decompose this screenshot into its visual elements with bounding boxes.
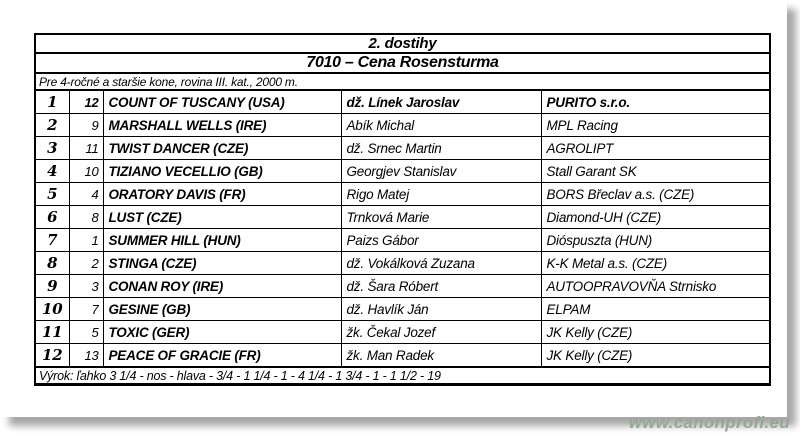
start-number-cell: 9: [68, 113, 104, 137]
jockey-cell: dž. Vokálková Zuzana: [340, 251, 542, 275]
owner-cell: K-K Metal a.s. (CZE): [540, 251, 772, 275]
result-row: 1 12 COUNT OF TUSCANY (USA) dž. Línek Ja…: [34, 89, 772, 114]
position-cell: 10: [34, 297, 70, 321]
result-row: 10 7 GESINE (GB) dž. Havlík Ján ELPAM: [34, 297, 772, 321]
start-number-cell: 2: [68, 251, 104, 275]
result-row: 2 9 MARSHALL WELLS (IRE) Abík Michal MPL…: [34, 113, 772, 137]
jockey-cell: dž. Havlík Ján: [340, 297, 542, 321]
horse-cell: PEACE OF GRACIE (FR): [102, 343, 342, 368]
owner-cell: AUTOOPRAVOVŇA Strnisko: [540, 274, 772, 298]
horse-cell: COUNT OF TUSCANY (USA): [102, 89, 342, 114]
position-cell: 12: [34, 343, 70, 368]
horse-cell: STINGA (CZE): [102, 251, 342, 275]
position-cell: 11: [34, 320, 70, 344]
owner-cell: ELPAM: [540, 297, 772, 321]
jockey-cell: žk. Čekal Jozef: [340, 320, 542, 344]
start-number-cell: 11: [68, 136, 104, 160]
position-cell: 2: [34, 113, 70, 137]
horse-cell: ORATORY DAVIS (FR): [102, 182, 342, 206]
race-table-header: 2. dostihy 7010 – Cena Rosensturma Pre 4…: [33, 33, 772, 91]
result-row: 4 10 TIZIANO VECELLIO (GB) Georgjev Stan…: [34, 159, 772, 183]
race-results-table: 2. dostihy 7010 – Cena Rosensturma Pre 4…: [33, 33, 772, 386]
horse-cell: GESINE (GB): [102, 297, 342, 321]
race-conditions-row: Pre 4-ročné a staršie kone, rovina III. …: [33, 72, 772, 91]
position-cell: 7: [34, 228, 70, 252]
jockey-cell: dž. Línek Jaroslav: [340, 89, 542, 114]
race-name-title: 7010 – Cena Rosensturma: [33, 52, 772, 74]
jockey-cell: dž. Srnec Martin: [340, 136, 542, 160]
owner-cell: JK Kelly (CZE): [540, 343, 772, 368]
results-sheet-page: 2. dostihy 7010 – Cena Rosensturma Pre 4…: [33, 33, 772, 386]
result-row: 12 13 PEACE OF GRACIE (FR) žk. Man Radek…: [34, 343, 772, 368]
position-cell: 6: [34, 205, 70, 229]
owner-cell: JK Kelly (CZE): [540, 320, 772, 344]
race-table-footer: Výrok: ľahko 3 1/4 - nos - hlava - 3/4 -…: [33, 366, 772, 386]
start-number-cell: 3: [68, 274, 104, 298]
horse-cell: TWIST DANCER (CZE): [102, 136, 342, 160]
race-number-row: 2. dostihy: [33, 33, 772, 54]
position-cell: 8: [34, 251, 70, 275]
jockey-cell: Rigo Matej: [340, 182, 542, 206]
result-row: 7 1 SUMMER HILL (HUN) Paizs Gábor Dióspu…: [34, 228, 772, 252]
jockey-cell: Trnková Marie: [340, 205, 542, 229]
horse-cell: SUMMER HILL (HUN): [102, 228, 342, 252]
start-number-cell: 12: [68, 89, 104, 114]
owner-cell: AGROLIPT: [540, 136, 772, 160]
start-number-cell: 7: [68, 297, 104, 321]
position-cell: 1: [34, 89, 70, 114]
verdict-line: Výrok: ľahko 3 1/4 - nos - hlava - 3/4 -…: [33, 366, 772, 386]
jockey-cell: Georgjev Stanislav: [340, 159, 542, 183]
jockey-cell: Abík Michal: [340, 113, 542, 137]
race-conditions: Pre 4-ročné a staršie kone, rovina III. …: [33, 72, 772, 91]
result-row: 8 2 STINGA (CZE) dž. Vokálková Zuzana K-…: [34, 251, 772, 275]
result-row: 6 8 LUST (CZE) Trnková Marie Diamond-UH …: [34, 205, 772, 229]
horse-cell: CONAN ROY (IRE): [102, 274, 342, 298]
jockey-cell: dž. Šara Róbert: [340, 274, 542, 298]
start-number-cell: 10: [68, 159, 104, 183]
horse-cell: LUST (CZE): [102, 205, 342, 229]
verdict-row: Výrok: ľahko 3 1/4 - nos - hlava - 3/4 -…: [33, 366, 772, 386]
owner-cell: Dióspuszta (HUN): [540, 228, 772, 252]
position-cell: 4: [34, 159, 70, 183]
start-number-cell: 13: [68, 343, 104, 368]
position-cell: 9: [34, 274, 70, 298]
race-number-title: 2. dostihy: [33, 33, 772, 54]
result-row: 3 11 TWIST DANCER (CZE) dž. Srnec Martin…: [34, 136, 772, 160]
jockey-cell: žk. Man Radek: [340, 343, 542, 368]
watermark-url: www.canonprofi.eu: [628, 413, 790, 432]
owner-cell: Stall Garant SK: [540, 159, 772, 183]
result-row: 11 5 TOXIC (GER) žk. Čekal Jozef JK Kell…: [34, 320, 772, 344]
owner-cell: MPL Racing: [540, 113, 772, 137]
horse-cell: MARSHALL WELLS (IRE): [102, 113, 342, 137]
position-cell: 5: [34, 182, 70, 206]
result-row: 9 3 CONAN ROY (IRE) dž. Šara Róbert AUTO…: [34, 274, 772, 298]
race-name-row: 7010 – Cena Rosensturma: [33, 52, 772, 74]
owner-cell: BORS Břeclav a.s. (CZE): [540, 182, 772, 206]
start-number-cell: 5: [68, 320, 104, 344]
owner-cell: PURITO s.r.o.: [540, 89, 772, 114]
jockey-cell: Paizs Gábor: [340, 228, 542, 252]
result-row: 5 4 ORATORY DAVIS (FR) Rigo Matej BORS B…: [34, 182, 772, 206]
owner-cell: Diamond-UH (CZE): [540, 205, 772, 229]
start-number-cell: 1: [68, 228, 104, 252]
horse-cell: TOXIC (GER): [102, 320, 342, 344]
position-cell: 3: [34, 136, 70, 160]
start-number-cell: 8: [68, 205, 104, 229]
results-body: 1 12 COUNT OF TUSCANY (USA) dž. Línek Ja…: [34, 89, 772, 368]
horse-cell: TIZIANO VECELLIO (GB): [102, 159, 342, 183]
start-number-cell: 4: [68, 182, 104, 206]
